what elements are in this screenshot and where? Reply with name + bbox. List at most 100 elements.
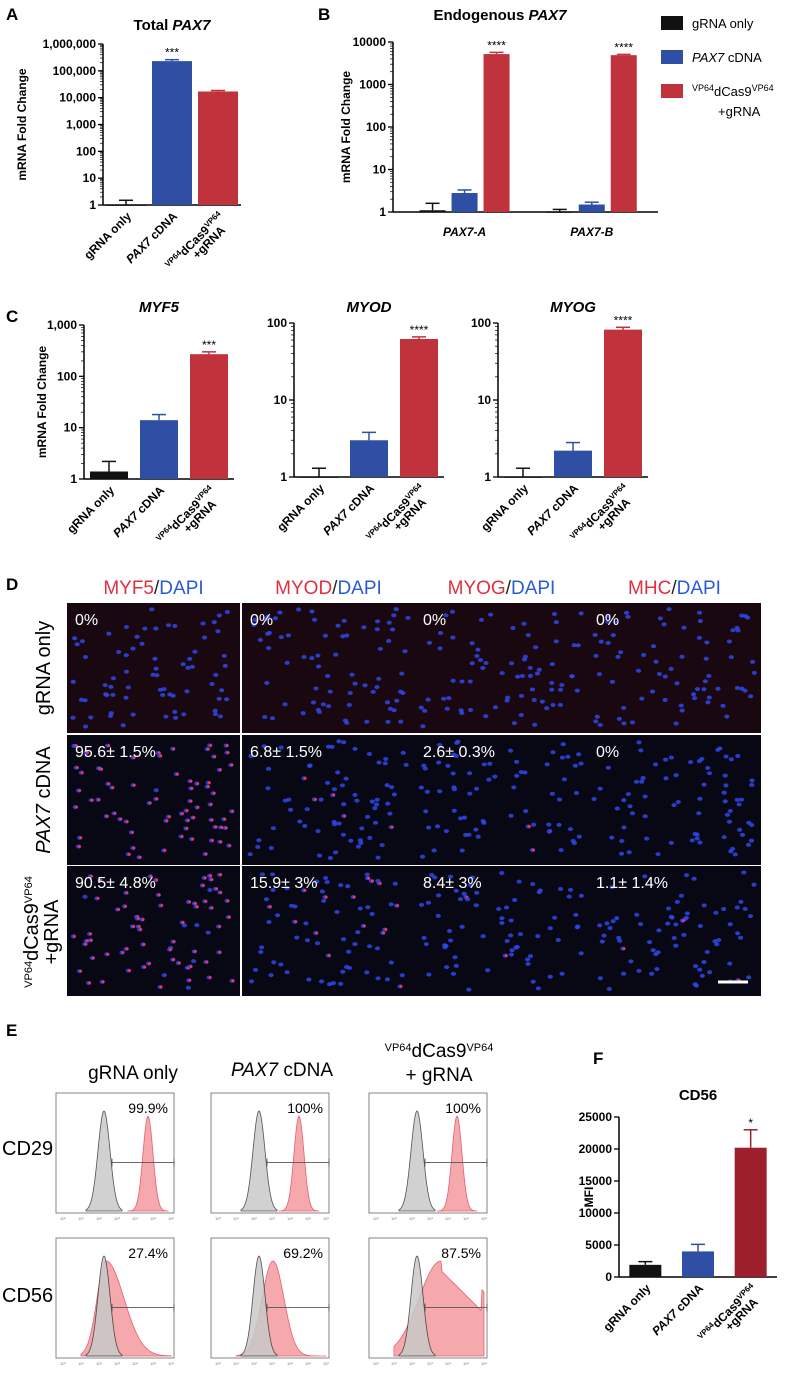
nucleus bbox=[748, 838, 755, 843]
marker-signal bbox=[107, 744, 111, 748]
nucleus bbox=[265, 631, 271, 636]
nucleus bbox=[181, 712, 187, 717]
marker-signal bbox=[224, 826, 228, 830]
nucleus bbox=[323, 875, 329, 880]
marker-signal bbox=[99, 878, 103, 882]
flow-axis-tick: 10⁰ bbox=[373, 1216, 379, 1221]
significance-label: **** bbox=[410, 323, 429, 337]
marker-signal bbox=[155, 878, 159, 882]
nucleus bbox=[571, 643, 577, 648]
nucleus bbox=[550, 750, 556, 755]
bar-cdna bbox=[578, 204, 605, 212]
nucleus bbox=[161, 687, 167, 692]
nucleus bbox=[741, 870, 747, 875]
flow-axis-tick: 10² bbox=[409, 1361, 415, 1366]
bar-vp64 bbox=[604, 329, 642, 477]
sup: VP64 bbox=[23, 876, 35, 903]
panel-label-c: C bbox=[6, 307, 18, 326]
nucleus bbox=[355, 930, 361, 935]
nucleus bbox=[625, 614, 631, 619]
nucleus bbox=[372, 806, 378, 811]
part: PAX7 bbox=[231, 1060, 280, 1081]
nucleus bbox=[382, 761, 388, 766]
nucleus bbox=[74, 642, 80, 647]
nucleus bbox=[400, 750, 406, 755]
nucleus bbox=[527, 954, 534, 959]
nucleus bbox=[426, 640, 433, 645]
nucleus bbox=[161, 973, 167, 978]
legend-label-vp64-line2: +gRNA bbox=[718, 104, 761, 119]
nucleus bbox=[639, 779, 645, 784]
flow-col-header-cdna: PAX7 cDNA bbox=[231, 1060, 333, 1081]
nucleus bbox=[391, 708, 397, 713]
marker-signal bbox=[159, 985, 163, 989]
nucleus bbox=[597, 786, 603, 791]
micro-percentage: 8.4± 3% bbox=[423, 875, 482, 892]
nucleus bbox=[576, 752, 582, 757]
micro-stain-name: DAPI bbox=[511, 578, 555, 599]
nucleus bbox=[313, 686, 319, 691]
nucleus bbox=[344, 720, 350, 725]
micro-percentage: 15.9± 3% bbox=[250, 875, 318, 892]
nucleus bbox=[322, 633, 329, 638]
nucleus bbox=[271, 960, 277, 965]
nucleus bbox=[70, 679, 76, 684]
nucleus bbox=[598, 639, 604, 644]
nucleus bbox=[257, 637, 263, 642]
nucleus bbox=[730, 628, 736, 633]
y-tick-label: 1 bbox=[280, 470, 287, 484]
nucleus bbox=[332, 822, 338, 827]
nucleus bbox=[673, 922, 679, 927]
nucleus bbox=[274, 913, 281, 918]
nucleus bbox=[453, 888, 459, 893]
nucleus bbox=[596, 672, 603, 677]
significance-label: **** bbox=[614, 40, 633, 54]
nucleus bbox=[679, 708, 685, 713]
nucleus bbox=[592, 632, 598, 637]
nucleus bbox=[324, 780, 331, 785]
nucleus bbox=[556, 822, 562, 827]
marker-signal bbox=[125, 820, 129, 824]
nucleus bbox=[487, 761, 493, 766]
nucleus bbox=[222, 663, 228, 668]
nucleus bbox=[605, 765, 611, 770]
nucleus bbox=[561, 777, 567, 782]
chart-f-title: CD56 bbox=[679, 1087, 717, 1104]
nucleus bbox=[441, 696, 447, 701]
nucleus bbox=[453, 963, 459, 968]
nucleus bbox=[521, 621, 527, 626]
nucleus bbox=[153, 666, 159, 671]
nucleus bbox=[387, 811, 393, 816]
marker-signal bbox=[219, 891, 223, 894]
y-axis-label: mRNA Fold Change bbox=[15, 68, 29, 181]
marker-signal bbox=[80, 771, 84, 775]
y-tick-label: 1 bbox=[379, 205, 386, 219]
nucleus bbox=[72, 636, 78, 641]
marker-signal bbox=[315, 931, 319, 935]
marker-signal bbox=[532, 848, 535, 852]
nucleus bbox=[618, 851, 625, 856]
nucleus bbox=[486, 777, 492, 782]
y-tick-label: 100 bbox=[471, 316, 491, 330]
nucleus bbox=[374, 946, 381, 951]
nucleus bbox=[536, 890, 542, 895]
nucleus bbox=[729, 846, 736, 851]
nucleus bbox=[422, 766, 428, 771]
nucleus bbox=[120, 723, 126, 728]
marker-signal bbox=[206, 785, 210, 789]
nucleus bbox=[610, 919, 616, 924]
nucleus bbox=[369, 912, 375, 917]
nucleus bbox=[340, 937, 347, 942]
nucleus bbox=[338, 981, 344, 986]
nucleus bbox=[735, 754, 741, 759]
nucleus bbox=[352, 942, 358, 947]
chart-a-title: Total PAX7 bbox=[134, 17, 212, 34]
nucleus bbox=[656, 672, 663, 677]
nucleus bbox=[215, 629, 221, 634]
y-tick-label: 10 bbox=[64, 421, 78, 435]
nucleus bbox=[636, 740, 642, 745]
nucleus bbox=[593, 653, 599, 658]
nucleus bbox=[642, 814, 648, 819]
nucleus bbox=[508, 933, 514, 938]
marker-signal bbox=[75, 766, 79, 770]
